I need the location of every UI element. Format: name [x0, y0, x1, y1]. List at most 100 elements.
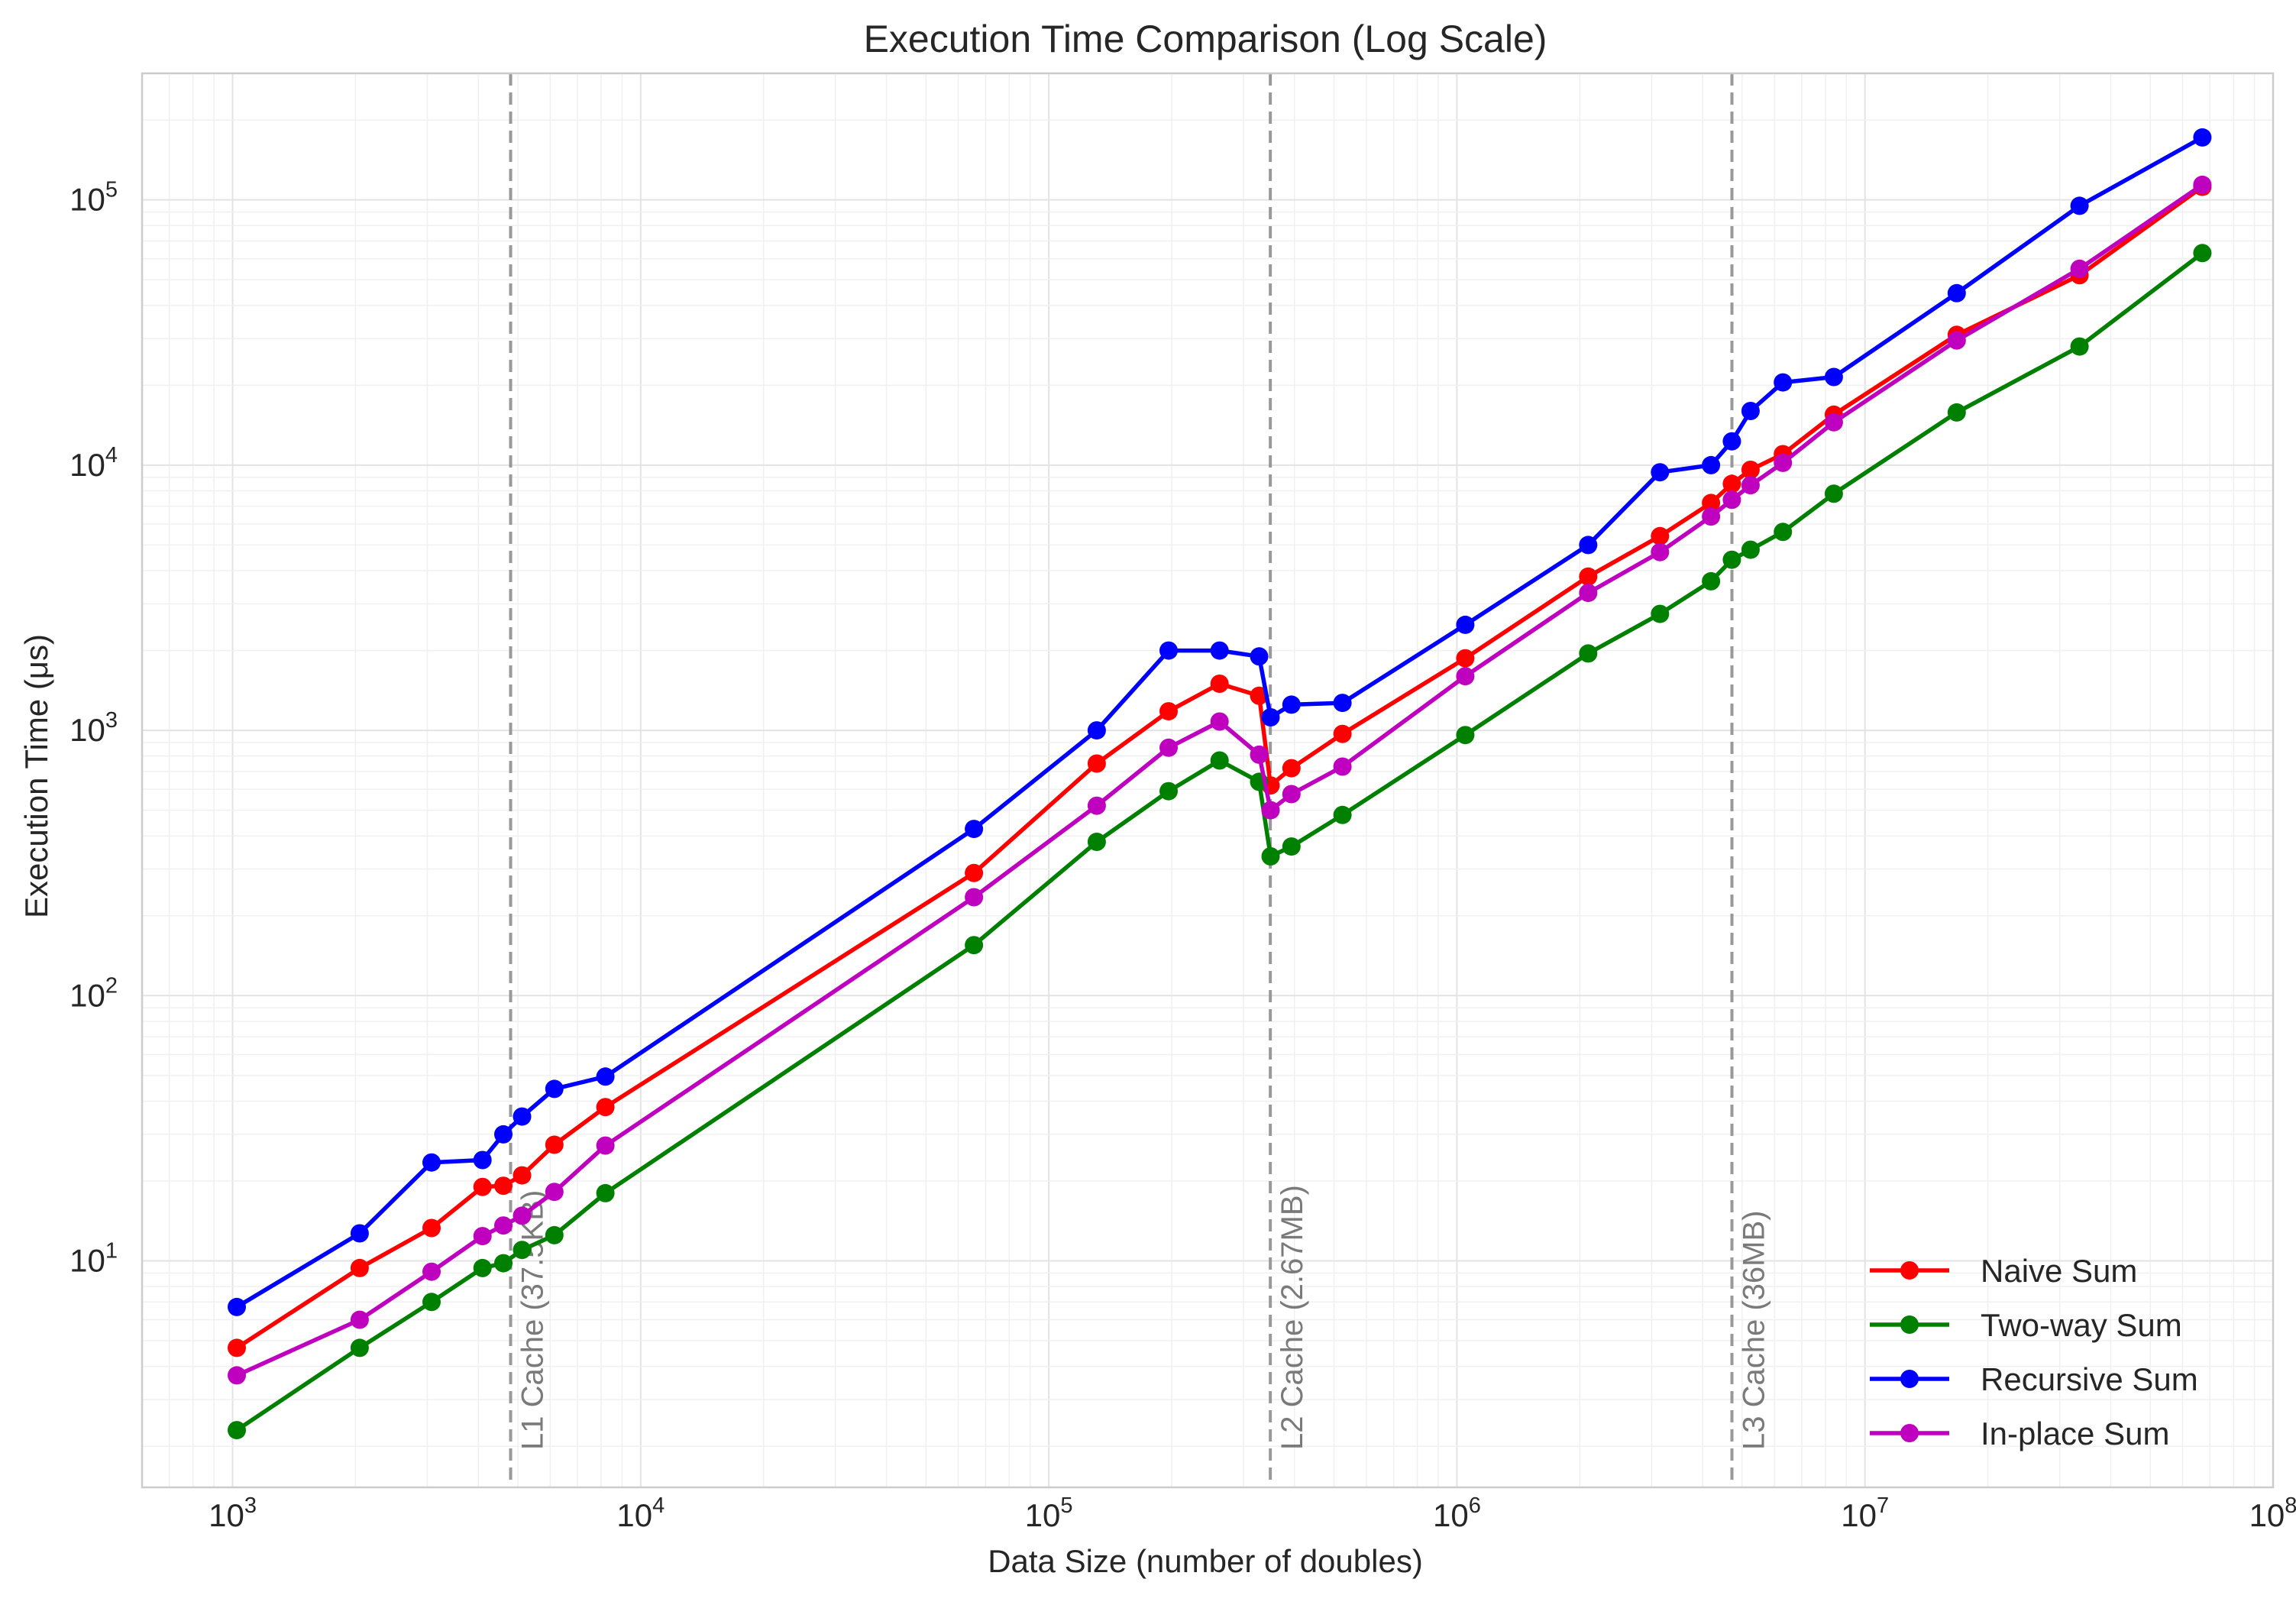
legend-item: Recursive Sum [1870, 1361, 2198, 1397]
data-point [494, 1254, 513, 1273]
data-point [473, 1258, 492, 1277]
data-point [513, 1166, 532, 1185]
legend-label: Two-way Sum [1981, 1307, 2182, 1343]
data-point [2193, 244, 2212, 263]
data-point [1159, 738, 1178, 757]
data-point [1261, 847, 1280, 866]
x-tick-label: 103 [209, 1493, 257, 1533]
data-point [228, 1421, 246, 1440]
series-in-place-sum [228, 175, 2212, 1385]
legend-item: In-place Sum [1870, 1416, 2169, 1451]
data-point [1579, 584, 1598, 603]
chart-title: Execution Time Comparison (Log Scale) [864, 18, 1547, 60]
cache-boundary-label: L1 Cache (37.5KB) [516, 1190, 550, 1450]
data-point [596, 1067, 615, 1086]
data-point [965, 888, 984, 907]
series-two-way-sum [228, 244, 2212, 1440]
data-point [1579, 644, 1598, 663]
data-point [1087, 721, 1106, 740]
data-point [1087, 754, 1106, 773]
y-axis-label: Execution Time (μs) [18, 634, 54, 918]
data-point [350, 1338, 369, 1357]
data-point [1333, 805, 1352, 824]
data-point [1333, 757, 1352, 776]
data-point [513, 1241, 532, 1260]
data-point [2070, 196, 2089, 215]
data-point [1741, 461, 1760, 479]
y-tick-label: 104 [70, 443, 118, 483]
data-point [1250, 745, 1269, 764]
data-point [1333, 694, 1352, 713]
cache-boundary-label: L2 Cache (2.67MB) [1276, 1185, 1309, 1450]
data-series [228, 128, 2212, 1440]
series-naive-sum [228, 177, 2212, 1357]
data-point [1456, 667, 1475, 686]
data-point [545, 1225, 564, 1244]
data-point [965, 820, 984, 839]
data-point [596, 1136, 615, 1155]
data-point [2193, 128, 2212, 147]
data-point [1210, 712, 1229, 731]
data-point [1741, 402, 1760, 420]
data-point [422, 1218, 441, 1238]
y-tick-label: 102 [70, 973, 118, 1013]
axis-ticks: 103 104 105 106 107 108 101 102 103 104 105 [70, 178, 2296, 1533]
x-axis-label: Data Size (number of doubles) [988, 1543, 1423, 1579]
data-point [494, 1176, 513, 1196]
x-tick-label: 106 [1433, 1493, 1481, 1533]
data-point [1282, 759, 1301, 778]
data-point [2070, 259, 2089, 278]
data-point [1824, 413, 1843, 432]
data-point [1456, 649, 1475, 668]
data-point [1261, 801, 1280, 820]
data-point [1824, 484, 1843, 503]
x-tick-label: 105 [1025, 1493, 1073, 1533]
x-tick-label: 107 [1841, 1493, 1889, 1533]
series-recursive-sum [228, 128, 2212, 1316]
data-point [1824, 367, 1843, 387]
data-point [1579, 567, 1598, 586]
data-point [1722, 474, 1741, 493]
data-point [228, 1297, 246, 1316]
data-point [1774, 523, 1793, 542]
data-point [1210, 751, 1229, 770]
data-point [1210, 641, 1229, 660]
data-point [1741, 476, 1760, 495]
data-point [1456, 615, 1475, 634]
data-point [1282, 695, 1301, 714]
data-point [494, 1216, 513, 1235]
data-point [1087, 833, 1106, 851]
data-point [1774, 453, 1793, 472]
data-point [1947, 283, 1966, 303]
data-point [1579, 536, 1598, 555]
legend-item: Two-way Sum [1870, 1307, 2182, 1343]
legend-marker [1900, 1315, 1919, 1334]
data-point [473, 1177, 492, 1196]
data-point [1282, 785, 1301, 804]
data-point [1774, 373, 1793, 392]
legend-item: Naive Sum [1870, 1253, 2137, 1289]
grid [141, 73, 2274, 1487]
data-point [2193, 175, 2212, 194]
data-point [1651, 604, 1670, 623]
y-tick-label: 101 [70, 1239, 118, 1279]
data-point [1651, 463, 1670, 482]
data-point [2070, 337, 2089, 356]
data-point [545, 1079, 564, 1099]
y-tick-label: 103 [70, 708, 118, 748]
data-point [350, 1310, 369, 1329]
data-point [513, 1206, 532, 1225]
data-point [422, 1153, 441, 1172]
cache-boundary-label: L3 Cache (36MB) [1737, 1211, 1771, 1450]
data-point [1947, 403, 1966, 422]
x-tick-label: 104 [616, 1493, 665, 1533]
legend-marker [1900, 1370, 1919, 1388]
data-point [350, 1224, 369, 1243]
data-point [1741, 540, 1760, 559]
data-point [1651, 542, 1670, 561]
data-point [228, 1338, 246, 1357]
data-point [1702, 455, 1721, 474]
data-point [1722, 432, 1741, 451]
data-point [596, 1098, 615, 1117]
